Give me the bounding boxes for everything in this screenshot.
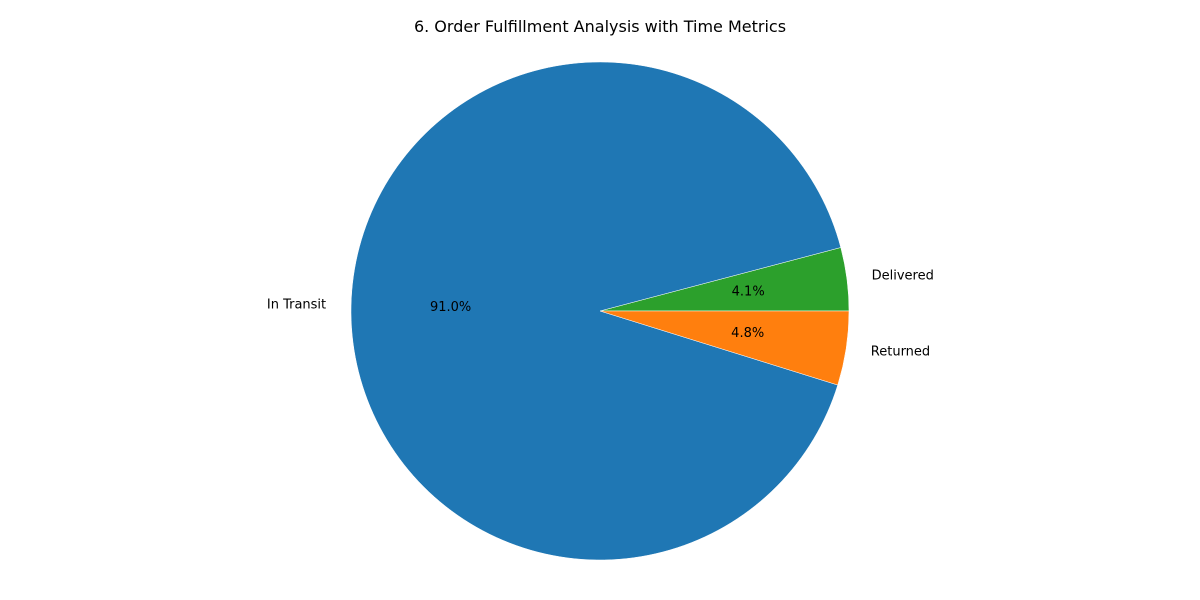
pie-slices — [350, 61, 850, 561]
slice-percent-label: 91.0% — [430, 300, 471, 315]
slice-label: Returned — [871, 345, 930, 360]
pie-slice-in-transit — [350, 61, 842, 561]
slice-label: Delivered — [872, 268, 934, 283]
chart-title: 6. Order Fulfillment Analysis with Time … — [414, 17, 786, 36]
slice-percent-label: 4.1% — [732, 284, 765, 299]
pie-labels: Delivered 4.1% In Transit 91.0% Returned 4.8% — [267, 268, 934, 359]
slice-percent-label: 4.8% — [731, 326, 764, 341]
slice-label: In Transit — [267, 297, 326, 312]
pie-slice-returned — [599, 310, 850, 386]
